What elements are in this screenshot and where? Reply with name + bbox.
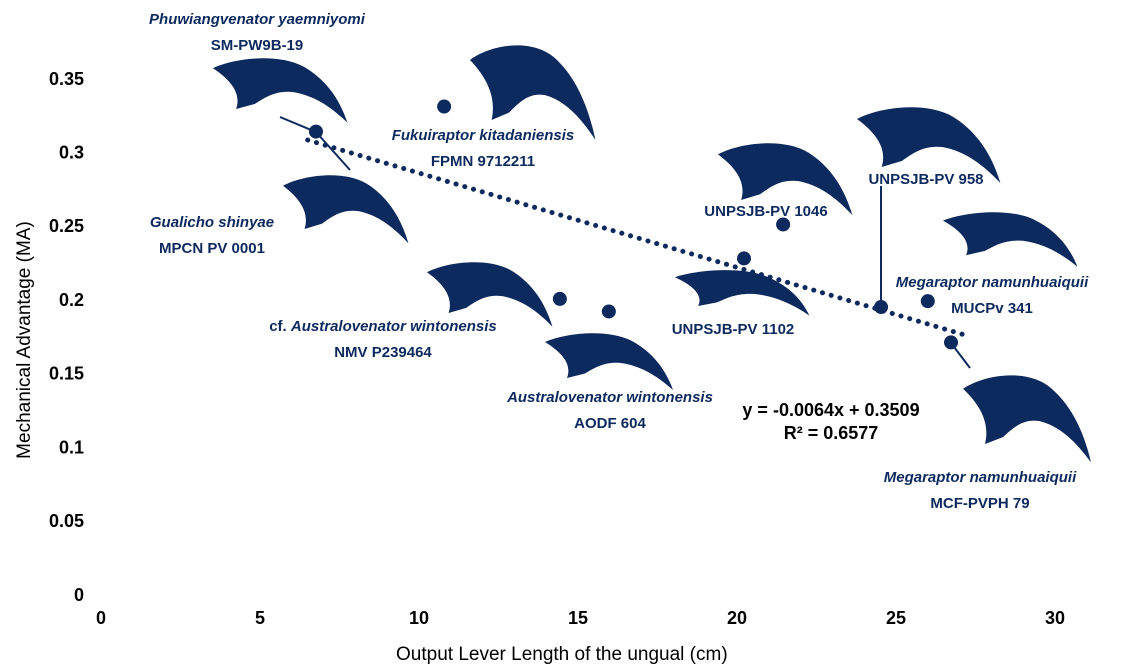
label-prefix: cf. (269, 318, 287, 335)
species-name: Phuwiangvenator yaemniyomi (149, 11, 366, 28)
y-tick-label: 0.35 (49, 69, 84, 89)
species-name: Megaraptor namunhuaiquii (884, 469, 1077, 486)
data-point (944, 335, 958, 349)
species-label: Megaraptor namunhuaiquii (896, 274, 1089, 291)
y-tick-label: 0.25 (49, 216, 84, 236)
species-name: Fukuiraptor kitadaniensis (392, 127, 575, 144)
claw-icon (470, 45, 595, 140)
claw-icon (963, 375, 1091, 462)
x-tick-label: 5 (255, 608, 265, 628)
chart: Output Lever Length of the ungual (cm) M… (0, 0, 1131, 667)
x-tick-label: 30 (1045, 608, 1065, 628)
data-point (874, 300, 888, 314)
species-label: Megaraptor namunhuaiquii (884, 469, 1077, 486)
specimen-label: SM-PW9B-19 (211, 37, 304, 54)
species-label: cf. Australovenator wintonensis (269, 318, 497, 335)
trendline (308, 140, 969, 336)
x-tick-label: 10 (409, 608, 429, 628)
species-label: Phuwiangvenator yaemniyomi (149, 11, 366, 28)
specimen-label: UNPSJB-PV 1102 (672, 321, 795, 338)
y-tick-label: 0.05 (49, 511, 84, 531)
data-point (737, 251, 751, 265)
species-label: Australovenator wintonensis (506, 389, 713, 406)
specimen-label: NMV P239464 (334, 344, 432, 361)
claw-icon (943, 212, 1077, 267)
y-tick-label: 0.2 (59, 290, 84, 310)
x-axis-title: Output Lever Length of the ungual (cm) (396, 644, 728, 665)
specimen-label: MCF-PVPH 79 (930, 495, 1029, 512)
y-tick-label: 0.15 (49, 364, 84, 384)
data-point (553, 292, 567, 306)
y-tick-label: 0.3 (59, 142, 84, 162)
species-label: Gualicho shinyae (150, 214, 274, 231)
data-point (309, 125, 323, 139)
y-tick-label: 0.1 (59, 437, 84, 457)
trend-equation: y = -0.0064x + 0.3509 (742, 400, 919, 420)
specimen-label: UNPSJB-PV 958 (868, 171, 983, 188)
specimen-label: UNPSJB-PV 1046 (704, 203, 827, 220)
data-point (602, 304, 616, 318)
y-tick-label: 0 (74, 585, 84, 605)
claw-icon (675, 270, 809, 315)
species-name: Megaraptor namunhuaiquii (896, 274, 1089, 291)
species-name: Australovenator wintonensis (290, 318, 497, 335)
x-tick-label: 25 (886, 608, 906, 628)
specimen-label: FPMN 9712211 (431, 153, 535, 170)
x-tick-label: 0 (96, 608, 106, 628)
specimen-label: MUCPv 341 (951, 300, 1033, 317)
species-label: Fukuiraptor kitadaniensis (392, 127, 575, 144)
claw-icon (283, 175, 408, 243)
claw-icon (545, 333, 673, 390)
x-tick-label: 15 (568, 608, 588, 628)
y-axis-title: Mechanical Advantage (MA) (14, 221, 35, 459)
trend-r2: R² = 0.6577 (784, 423, 879, 443)
x-tick-label: 20 (727, 608, 747, 628)
data-point (437, 100, 451, 114)
species-name: Australovenator wintonensis (506, 389, 713, 406)
claw-icon (213, 58, 347, 122)
species-name: Gualicho shinyae (150, 214, 274, 231)
data-point (921, 294, 935, 308)
specimen-label: AODF 604 (574, 415, 646, 432)
claw-icon (427, 262, 552, 326)
specimen-label: MPCN PV 0001 (159, 240, 265, 257)
